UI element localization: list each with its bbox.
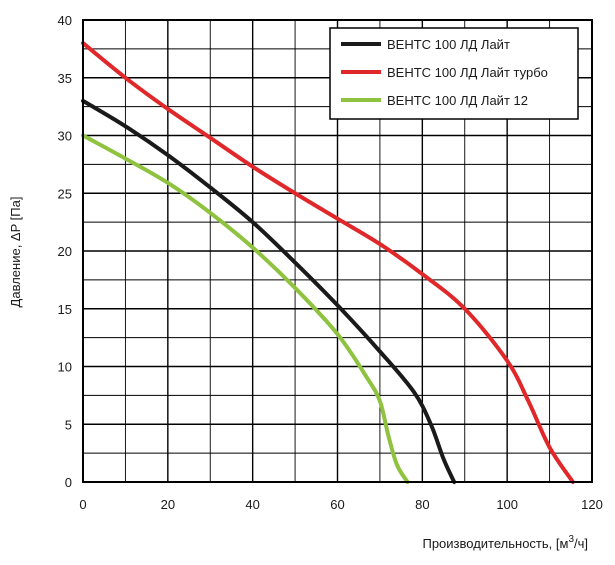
x-tick-label: 40: [245, 497, 259, 512]
y-tick-label: 20: [58, 244, 72, 259]
series-line-2: [81, 41, 575, 484]
legend: ВЕНТС 100 ЛД Лайт ВЕНТС 100 ЛД Лайт турбо…: [329, 27, 579, 120]
y-tick-label: 10: [58, 360, 72, 375]
series-line-3: [81, 133, 410, 484]
x-axis-label-sup: 3: [568, 534, 574, 545]
tick-labels: 0 20 40 60 80 100 120 0 5 10 15 20 25 30 35 40: [58, 13, 603, 512]
x-axis-label: Производительность, [м3/ч]: [422, 534, 588, 551]
y-tick-label: 25: [58, 186, 72, 201]
y-tick-label: 35: [58, 71, 72, 86]
x-axis-label-tail: /ч]: [574, 536, 588, 551]
series-line-1: [81, 98, 457, 484]
x-tick-label: 120: [581, 497, 603, 512]
y-axis-label: Давление, ΔP [Па]: [8, 197, 23, 308]
y-tick-label: 30: [58, 129, 72, 144]
plot-frame: [82, 19, 593, 483]
series-layer: [81, 41, 575, 484]
legend-label-1: ВЕНТС 100 ЛД Лайт: [387, 37, 510, 52]
x-tick-label: 20: [161, 497, 175, 512]
y-tick-label: 5: [65, 417, 72, 432]
y-tick-label: 0: [65, 475, 72, 490]
legend-label-2: ВЕНТС 100 ЛД Лайт турбо: [387, 65, 548, 80]
legend-label-3: ВЕНТС 100 ЛД Лайт 12: [387, 93, 528, 108]
x-tick-label: 80: [415, 497, 429, 512]
x-tick-label: 0: [79, 497, 86, 512]
y-tick-label: 15: [58, 302, 72, 317]
x-tick-label: 60: [330, 497, 344, 512]
y-tick-label: 40: [58, 13, 72, 28]
x-tick-label: 100: [496, 497, 518, 512]
x-axis-label-main: Производительность, [м: [422, 536, 568, 551]
